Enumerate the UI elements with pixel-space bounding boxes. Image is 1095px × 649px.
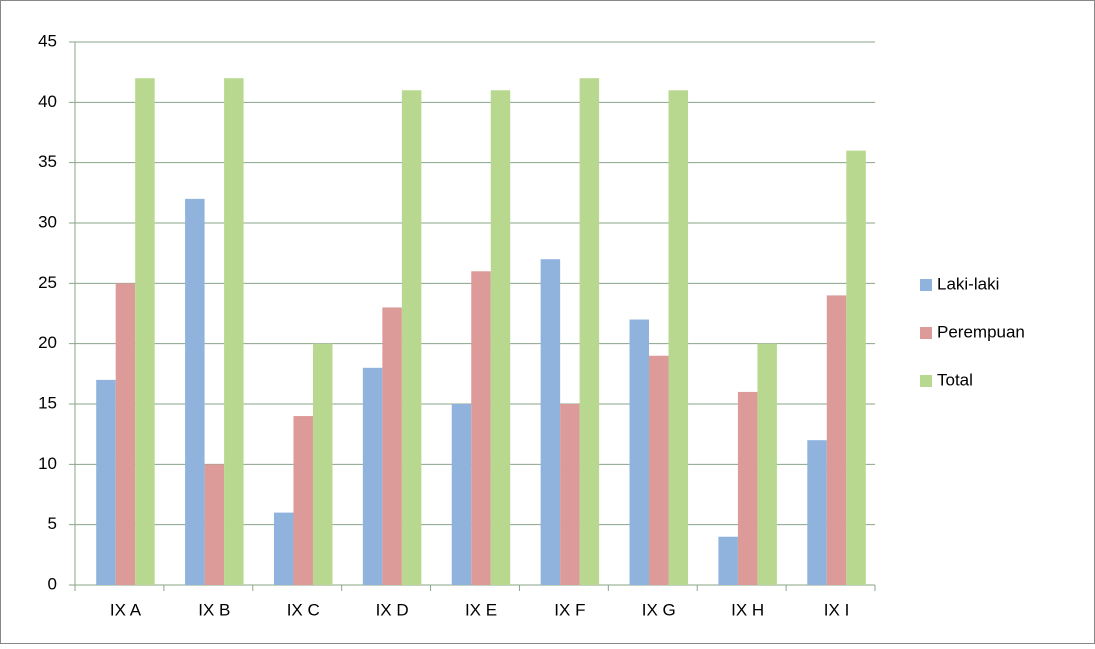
y-tick-label: 40 [38, 92, 57, 111]
x-tick-label: IX I [824, 600, 850, 619]
bar [452, 404, 472, 585]
bar [402, 90, 422, 585]
bar [224, 78, 244, 585]
x-tick-label: IX F [554, 600, 585, 619]
chart: 0 5 10 15 20 25 30 35 40 45 IX A IX B IX C IX D IX E IX… [0, 0, 1095, 644]
legend-swatch [920, 279, 932, 291]
bar [560, 404, 580, 585]
x-tick-label: IX A [110, 600, 142, 619]
bar [274, 513, 294, 585]
legend-swatch [920, 375, 932, 387]
legend-label: Laki-laki [937, 274, 999, 293]
x-tick-label: IX C [287, 600, 320, 619]
bar [827, 295, 847, 585]
y-tick-label: 10 [38, 454, 57, 473]
y-tick-label: 0 [48, 574, 57, 593]
bar [807, 440, 827, 585]
bar [649, 356, 669, 585]
legend-swatch [920, 327, 932, 339]
bar [738, 392, 758, 585]
y-tick-label: 25 [38, 273, 57, 292]
bar [669, 90, 689, 585]
bar [96, 380, 116, 585]
x-tick-label: IX H [731, 600, 764, 619]
y-tick-label: 5 [48, 514, 57, 533]
y-tick-label: 30 [38, 212, 57, 231]
bar [313, 344, 333, 585]
y-tick-label: 20 [38, 333, 57, 352]
x-tick-label: IX B [198, 600, 230, 619]
legend-label: Perempuan [937, 322, 1025, 341]
bar [135, 78, 155, 585]
bar [185, 199, 205, 585]
bar [630, 320, 650, 585]
y-tick-label: 45 [38, 31, 57, 50]
bar [580, 78, 600, 585]
bar [491, 90, 511, 585]
legend-label: Total [937, 370, 973, 389]
bar [541, 259, 561, 585]
bar [363, 368, 383, 585]
bar [382, 307, 402, 585]
bar [205, 464, 225, 585]
x-tick-label: IX D [376, 600, 409, 619]
y-tick-label: 35 [38, 152, 57, 171]
x-tick-label: IX E [465, 600, 497, 619]
page: 0 5 10 15 20 25 30 35 40 45 IX A IX B IX C IX D IX E IX… [0, 0, 1095, 649]
bar [471, 271, 491, 585]
y-tick-label: 15 [38, 393, 57, 412]
bar [116, 283, 136, 585]
bar [293, 416, 313, 585]
x-tick-label: IX G [642, 600, 676, 619]
bar [846, 151, 866, 585]
bar [718, 537, 738, 585]
bar [757, 344, 777, 585]
